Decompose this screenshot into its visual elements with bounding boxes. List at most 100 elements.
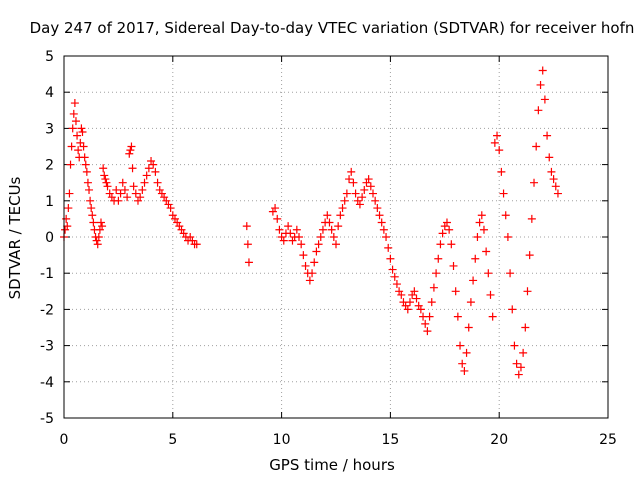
data-point — [386, 254, 395, 263]
data-point — [299, 251, 308, 260]
data-point — [89, 218, 98, 227]
y-tick-label: 1 — [45, 194, 54, 210]
y-tick-label: -1 — [40, 266, 54, 282]
data-point — [464, 323, 473, 332]
data-point — [120, 185, 129, 194]
x-tick-label: 10 — [273, 432, 291, 448]
x-axis-label: GPS time / hours — [269, 456, 395, 474]
data-point — [340, 196, 349, 205]
data-point — [449, 261, 458, 270]
data-point — [345, 175, 354, 184]
data-point — [534, 106, 543, 115]
data-point — [336, 211, 345, 220]
data-point — [351, 189, 360, 198]
data-point — [102, 178, 111, 187]
data-point — [93, 240, 102, 249]
data-point — [514, 370, 523, 379]
data-point — [70, 99, 79, 108]
data-point — [301, 261, 310, 270]
data-point — [71, 117, 80, 126]
data-point — [275, 225, 284, 234]
data-point — [508, 305, 517, 314]
data-point — [129, 182, 138, 191]
y-tick-label: 0 — [45, 230, 54, 246]
data-point — [473, 233, 482, 241]
data-point — [308, 269, 317, 278]
data-point — [166, 204, 175, 213]
data-point — [131, 189, 140, 198]
data-points — [60, 66, 562, 379]
data-point — [85, 185, 94, 194]
data-point — [479, 225, 488, 234]
data-point — [100, 171, 109, 180]
data-point — [114, 196, 123, 205]
data-point — [98, 222, 107, 231]
data-point — [523, 287, 532, 296]
data-point — [497, 167, 506, 176]
y-tick-label: 4 — [45, 85, 54, 101]
y-tick-label: -2 — [40, 302, 54, 318]
data-point — [297, 240, 306, 249]
data-point — [495, 146, 504, 155]
data-point — [521, 323, 530, 332]
data-point — [128, 164, 137, 173]
data-point — [125, 149, 134, 158]
data-point — [371, 196, 380, 205]
data-point — [545, 153, 554, 162]
data-point — [332, 240, 340, 249]
y-tick-label: 2 — [45, 158, 54, 174]
data-point — [112, 185, 121, 194]
data-point — [547, 167, 556, 176]
data-point — [397, 290, 406, 299]
data-point — [99, 164, 108, 173]
x-tick-label: 15 — [381, 432, 399, 448]
data-point — [493, 131, 502, 140]
data-point — [451, 287, 460, 296]
data-point — [327, 225, 336, 234]
data-point — [116, 189, 125, 198]
data-point — [358, 193, 367, 202]
data-point — [312, 247, 321, 256]
data-point — [445, 225, 454, 234]
data-point — [366, 182, 375, 191]
data-point — [88, 211, 97, 220]
data-point — [314, 240, 323, 249]
data-point — [384, 243, 393, 252]
data-point — [242, 222, 251, 231]
data-point — [65, 189, 74, 198]
data-point — [103, 182, 112, 191]
data-point — [77, 124, 86, 133]
data-point — [74, 146, 83, 155]
data-point — [421, 319, 430, 328]
y-axis-label: SDTVAR / TECUs — [6, 176, 24, 299]
data-point — [101, 175, 110, 184]
data-point — [429, 283, 438, 292]
plot-border — [63, 55, 609, 419]
data-point — [323, 211, 332, 220]
data-point — [192, 240, 201, 249]
tick-labels: 0 5 10 15 20 25 -5 -4 -3 -2 -1 0 1 2 3 4 5 — [40, 49, 617, 448]
data-point — [530, 178, 539, 187]
data-point — [140, 178, 149, 187]
data-point — [486, 290, 495, 299]
data-point — [329, 233, 338, 241]
grid — [64, 56, 608, 418]
data-point — [342, 189, 351, 198]
data-point — [334, 222, 343, 231]
data-point — [138, 185, 147, 194]
data-point — [78, 128, 87, 137]
data-point — [64, 204, 73, 213]
data-point — [375, 211, 384, 220]
data-point — [126, 146, 135, 155]
data-point — [80, 153, 89, 162]
data-point — [549, 175, 558, 184]
data-point — [149, 160, 158, 169]
data-point — [373, 204, 382, 213]
data-point — [292, 225, 301, 234]
data-point — [466, 298, 475, 307]
data-point — [462, 348, 471, 357]
data-point — [382, 233, 391, 241]
chart-title: Day 247 of 2017, Sidereal Day-to-day VTE… — [30, 19, 635, 37]
x-tick-label: 25 — [599, 432, 617, 448]
